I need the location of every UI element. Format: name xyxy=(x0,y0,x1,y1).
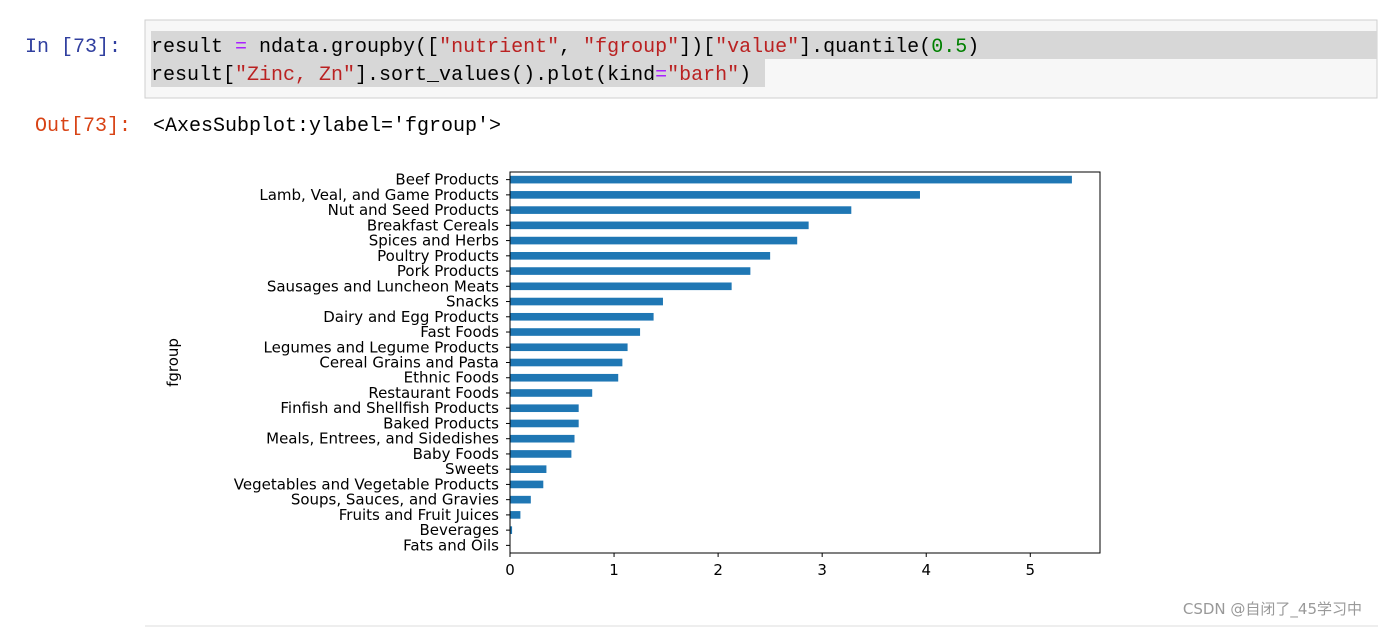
selection xyxy=(151,31,1377,59)
bar xyxy=(510,434,575,443)
bar xyxy=(510,282,732,291)
x-tick-label: 4 xyxy=(921,561,931,579)
bar xyxy=(510,389,593,397)
y-tick-label: Sweets xyxy=(445,460,499,478)
code-line: result = ndata.groupby(["nutrient", "fgr… xyxy=(151,36,979,59)
bar xyxy=(510,480,544,489)
x-tick-label: 0 xyxy=(505,561,515,579)
y-tick-label: Fast Foods xyxy=(420,323,499,341)
bar xyxy=(510,328,641,336)
code-token: 0.5 xyxy=(931,36,967,59)
bar xyxy=(510,373,619,382)
y-tick-label: Restaurant Foods xyxy=(368,384,499,402)
bar xyxy=(510,236,798,245)
bar xyxy=(510,526,513,534)
code-token: ndata.groupby([ xyxy=(247,36,439,59)
y-tick-label: Beverages xyxy=(419,521,499,539)
bar xyxy=(510,511,521,519)
bar xyxy=(510,175,1072,184)
bar xyxy=(510,267,751,275)
axes-frame xyxy=(509,171,1101,554)
y-tick-label: Soups, Sauces, and Gravies xyxy=(291,491,499,509)
code-token: result[ xyxy=(151,64,235,87)
code-token: "barh" xyxy=(667,64,739,87)
y-tick-label: Fruits and Fruit Juices xyxy=(339,506,499,524)
code-line: result["Zinc, Zn"].sort_values().plot(ki… xyxy=(151,64,751,87)
out-prompt: Out[73]: xyxy=(35,115,131,138)
bar xyxy=(510,191,920,199)
bar xyxy=(510,343,628,352)
watermark: CSDN @自闭了_45学习中 xyxy=(1183,600,1362,619)
y-tick-label: Poultry Products xyxy=(377,247,499,265)
code-token: ].quantile( xyxy=(799,36,931,59)
bar xyxy=(510,206,852,214)
y-tick-label: Vegetables and Vegetable Products xyxy=(234,475,499,493)
bar xyxy=(510,312,654,321)
x-tick-label: 5 xyxy=(1026,561,1036,579)
y-tick-label: Finfish and Shellfish Products xyxy=(280,399,499,417)
y-tick-label: Baked Products xyxy=(383,414,499,432)
y-tick-label: Spices and Herbs xyxy=(369,232,499,250)
y-tick-label: Nut and Seed Products xyxy=(328,201,500,219)
y-axis-label: fgroup xyxy=(164,338,182,387)
y-tick-label: Snacks xyxy=(446,293,499,311)
y-tick-label: Dairy and Egg Products xyxy=(323,308,499,326)
y-tick-label: Cereal Grains and Pasta xyxy=(319,354,499,372)
bar xyxy=(510,297,663,306)
bar xyxy=(510,465,547,473)
y-tick-label: Lamb, Veal, and Game Products xyxy=(259,186,499,204)
code-token: "nutrient" xyxy=(439,36,559,59)
code-token: = xyxy=(655,64,667,87)
bar xyxy=(510,450,572,458)
code-token: ) xyxy=(967,36,979,59)
y-tick-label: Sausages and Luncheon Meats xyxy=(267,277,499,295)
bar xyxy=(510,221,809,230)
x-tick-label: 3 xyxy=(817,561,827,579)
code-token: ) xyxy=(739,64,751,87)
bar xyxy=(510,419,579,428)
y-tick-label: Legumes and Legume Products xyxy=(264,338,500,356)
y-tick-label: Breakfast Cereals xyxy=(367,216,499,234)
code-token: ])[ xyxy=(679,36,715,59)
y-tick-label: Ethnic Foods xyxy=(404,369,500,387)
y-tick-label: Fats and Oils xyxy=(403,536,499,554)
output-text: <AxesSubplot:ylabel='fgroup'> xyxy=(153,115,501,138)
code-token: "fgroup" xyxy=(583,36,679,59)
y-tick-label: Baby Foods xyxy=(413,445,500,463)
code-token: result xyxy=(151,36,235,59)
x-tick-label: 2 xyxy=(713,561,723,579)
code-token: "value" xyxy=(715,36,799,59)
bar xyxy=(510,404,579,413)
in-prompt: In [73]: xyxy=(25,36,121,59)
y-tick-label: Beef Products xyxy=(395,171,499,189)
bar xyxy=(510,495,531,504)
bar xyxy=(510,358,623,367)
code-token: = xyxy=(235,36,247,59)
code-token: , xyxy=(559,36,583,59)
bar xyxy=(510,252,771,260)
code-token: ].sort_values().plot(kind xyxy=(355,64,655,87)
code-token: "Zinc, Zn" xyxy=(235,64,355,87)
selection xyxy=(151,59,765,87)
y-tick-label: Meals, Entrees, and Sidedishes xyxy=(266,430,499,448)
y-tick-label: Pork Products xyxy=(397,262,499,280)
x-tick-label: 1 xyxy=(609,561,619,579)
